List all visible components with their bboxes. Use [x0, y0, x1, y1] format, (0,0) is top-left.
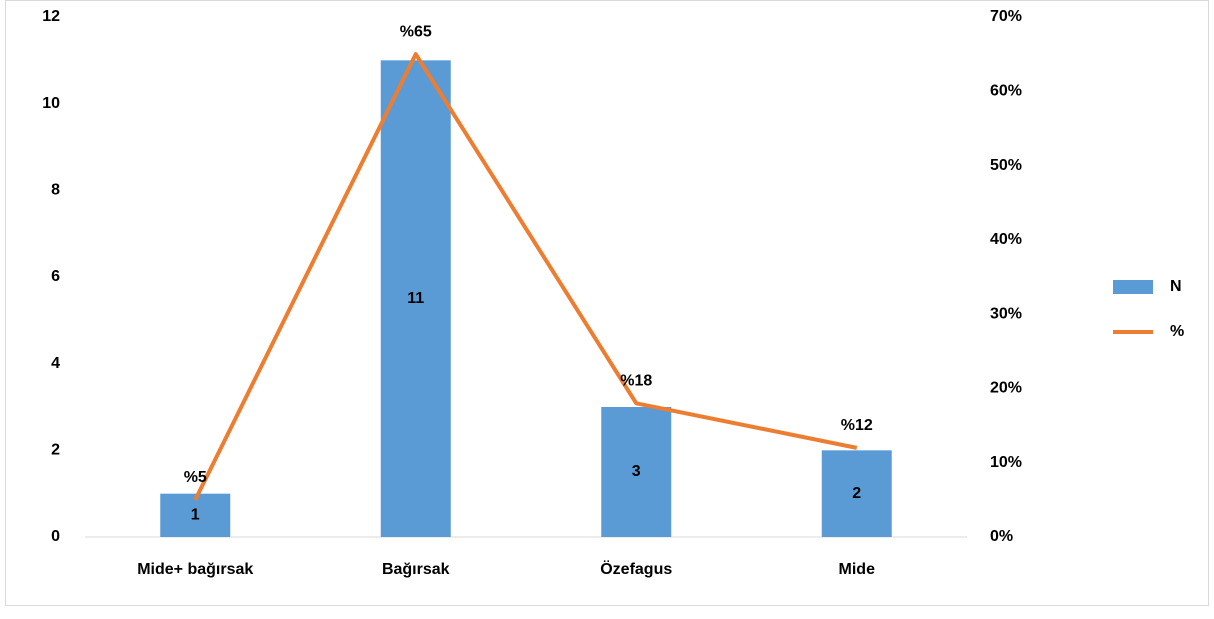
bar-value-label: 11 — [407, 290, 424, 307]
x-tick-label: Özefagus — [600, 559, 672, 578]
bar-value-label: 3 — [632, 463, 641, 480]
y-tick-label: 2 — [51, 442, 60, 459]
y2-tick-label: 30% — [990, 305, 1022, 322]
y2-tick-label: 70% — [990, 8, 1022, 25]
y2-tick-label: 0% — [990, 528, 1013, 545]
y2-tick-label: 20% — [990, 380, 1022, 397]
line — [193, 52, 858, 501]
y-tick-label: 12 — [42, 8, 60, 25]
y-tick-label: 6 — [51, 268, 60, 285]
y-tick-label: 0 — [51, 528, 60, 545]
bar — [821, 450, 892, 537]
bar-value-label: 2 — [852, 485, 861, 502]
legend-label: % — [1170, 323, 1184, 340]
bar — [380, 60, 451, 537]
y2-tick-label: 60% — [990, 83, 1022, 100]
x-tick-label: Mide+ bağırsak — [137, 561, 253, 578]
line-value-label: %65 — [400, 23, 432, 40]
x-tick-label: Mide — [839, 561, 876, 578]
bar-value-label: 1 — [191, 507, 200, 524]
x-tick-label: Bağırsak — [382, 561, 450, 578]
y-tick-label: 4 — [51, 355, 60, 372]
line-value-label: %5 — [184, 469, 207, 486]
line-value-label: %18 — [620, 373, 652, 390]
y2-tick-label: 10% — [990, 454, 1022, 471]
y2-tick-label: 50% — [990, 157, 1022, 174]
y-tick-label: 10 — [42, 95, 60, 112]
line-value-label: %12 — [841, 417, 873, 434]
y2-tick-label: 40% — [990, 231, 1022, 248]
bar — [160, 493, 231, 537]
legend-swatch — [1113, 280, 1153, 294]
bar — [601, 407, 672, 537]
y-tick-label: 8 — [51, 182, 60, 199]
legend-label: N — [1170, 278, 1182, 295]
